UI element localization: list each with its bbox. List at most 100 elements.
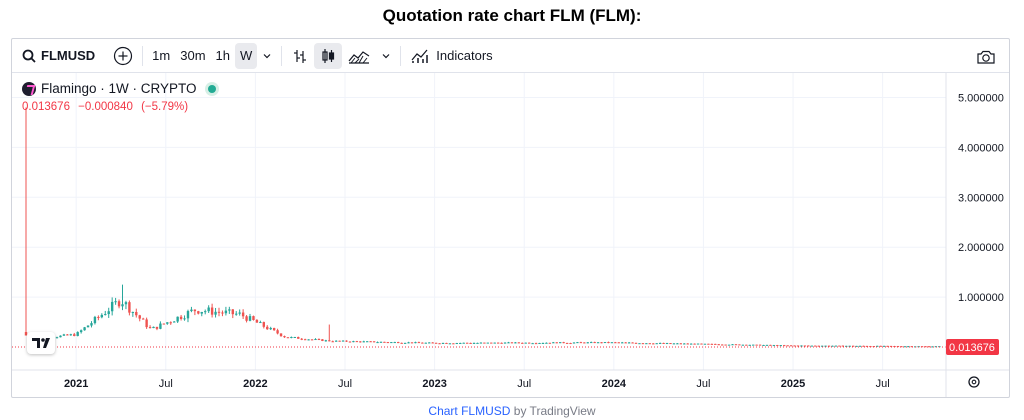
candle <box>235 311 238 316</box>
candle <box>814 345 817 347</box>
candle <box>93 315 97 325</box>
interval-dropdown[interactable] <box>257 43 277 69</box>
x-tick-label: Jul <box>876 378 890 390</box>
candle <box>483 342 486 344</box>
candle <box>331 340 334 343</box>
candle <box>297 336 300 339</box>
candle <box>121 284 124 311</box>
candle <box>228 306 231 314</box>
candle <box>534 342 538 345</box>
candle <box>310 339 314 341</box>
candle <box>131 311 135 317</box>
candle <box>459 342 462 344</box>
candle <box>390 341 393 344</box>
candle <box>600 342 603 344</box>
candle <box>741 344 745 346</box>
candle <box>259 320 262 324</box>
candle <box>62 333 66 336</box>
x-tick-label: 2024 <box>602 378 627 390</box>
candle <box>428 342 431 344</box>
indicators-button[interactable]: Indicators <box>405 43 497 69</box>
snapshot-button[interactable] <box>971 44 1001 70</box>
candle <box>186 309 190 323</box>
interval-1m[interactable]: 1m <box>152 48 171 63</box>
flamingo-logo-icon <box>22 81 36 96</box>
chart-type-dropdown[interactable] <box>376 43 396 69</box>
candle <box>472 342 476 344</box>
bar-style-button[interactable] <box>286 43 314 69</box>
candle <box>720 344 724 346</box>
candle <box>783 344 786 347</box>
candle <box>431 342 434 344</box>
symbol-search-button[interactable]: FLMUSD <box>12 43 100 69</box>
candle <box>410 342 414 344</box>
candle <box>97 315 100 321</box>
candle <box>696 343 700 345</box>
compare-button[interactable] <box>108 43 138 69</box>
candle <box>627 341 631 344</box>
bars-icon <box>294 49 307 63</box>
candle <box>169 321 172 325</box>
candle <box>645 343 648 345</box>
candle <box>403 342 407 344</box>
candles-style-button[interactable] <box>314 42 343 69</box>
search-icon <box>22 49 36 63</box>
candle <box>307 339 310 341</box>
candle <box>104 310 107 316</box>
candle <box>576 341 579 344</box>
candle <box>76 331 79 337</box>
candle <box>90 321 93 328</box>
x-tick-label: Jul <box>159 378 173 390</box>
toolbar-divider <box>281 45 283 66</box>
y-tick-label: 5.000000 <box>958 93 1004 105</box>
candle <box>248 313 252 322</box>
candle <box>569 342 572 345</box>
candle <box>24 107 28 336</box>
candle <box>190 306 193 313</box>
candle <box>514 342 517 344</box>
candle <box>417 341 421 344</box>
candle <box>338 340 341 342</box>
candle <box>438 343 441 345</box>
candle <box>776 344 779 347</box>
interval-30m[interactable]: 30m <box>180 48 206 63</box>
candle <box>238 309 241 316</box>
candle <box>624 342 627 344</box>
interval-1h[interactable]: 1h <box>215 48 230 63</box>
candle <box>166 322 169 325</box>
chart-area[interactable]: 5.000000 4.000000 3.000000 2.000000 1.000000… <box>12 39 1009 397</box>
interval-w[interactable]: W <box>235 42 258 69</box>
candle <box>300 338 303 341</box>
area-chart-icon <box>348 50 370 64</box>
candle <box>421 342 424 344</box>
candle <box>221 310 224 317</box>
series-title: Flamingo · 1W · CRYPTO <box>41 81 197 96</box>
candle <box>531 342 534 345</box>
tradingview-logo-icon[interactable] <box>27 332 55 354</box>
market-status-icon[interactable] <box>204 81 219 96</box>
candle <box>369 341 372 343</box>
candle <box>386 341 390 344</box>
candle <box>641 343 645 345</box>
candle <box>559 342 562 344</box>
toolbar-divider <box>142 45 144 66</box>
settings-button[interactable] <box>968 376 980 388</box>
candle <box>400 342 403 344</box>
candle <box>807 345 810 347</box>
candle <box>827 345 831 347</box>
chart-link[interactable]: Chart FLMUSD <box>428 404 511 418</box>
candle <box>159 321 162 330</box>
indicators-label: Indicators <box>436 48 493 63</box>
candle <box>903 346 907 348</box>
candle <box>565 342 569 344</box>
area-style-button[interactable] <box>342 43 376 69</box>
candle <box>155 326 159 331</box>
candle <box>738 344 741 346</box>
candle <box>252 315 255 321</box>
candle <box>882 345 886 347</box>
candle <box>803 345 807 347</box>
candle <box>851 345 855 347</box>
candle <box>152 326 155 329</box>
candle <box>448 343 452 345</box>
indicators-icon <box>411 49 429 63</box>
